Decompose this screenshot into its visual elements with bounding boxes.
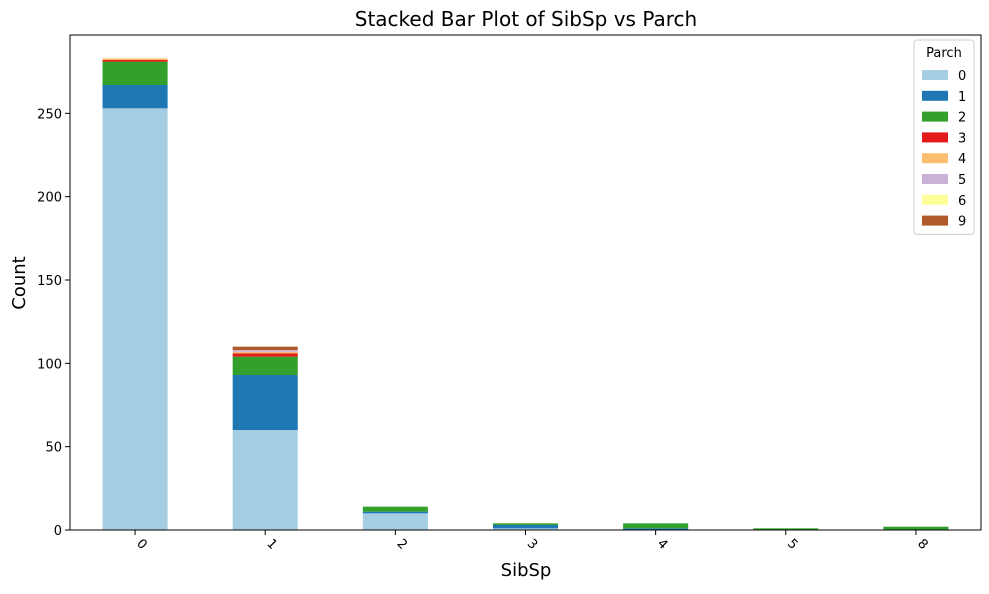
y-tick-label: 0	[54, 524, 62, 539]
y-tick-label: 50	[45, 441, 62, 456]
legend-swatch-5	[922, 174, 948, 184]
bar-segment-sibsp-2-parch-2	[362, 506, 428, 512]
x-tick-label: 0	[133, 536, 149, 552]
bar-segment-sibsp-0-parch-3	[102, 60, 168, 62]
bar-segment-sibsp-1-parch-4	[232, 351, 298, 354]
y-tick-label: 150	[37, 274, 62, 289]
legend-swatch-1	[922, 90, 948, 101]
x-axis-label: SibSp	[501, 560, 552, 581]
bar-segment-sibsp-4-parch-1	[623, 528, 689, 530]
y-tick-label: 250	[37, 107, 62, 122]
legend-label-6: 6	[958, 194, 966, 209]
x-tick-label: 5	[784, 536, 800, 552]
x-tick-label: 4	[654, 536, 670, 552]
bar-segment-sibsp-2-parch-1	[362, 511, 428, 514]
legend-label-3: 3	[958, 131, 966, 146]
bar-segment-sibsp-5-parch-2	[753, 528, 819, 530]
bar-segment-sibsp-3-parch-0	[492, 528, 559, 530]
legend-swatch-9	[922, 215, 948, 226]
y-tick-label: 100	[37, 357, 62, 372]
x-tick-label: 2	[394, 536, 410, 552]
bar-segment-sibsp-3-parch-2	[492, 523, 559, 525]
x-tick-label: 1	[263, 536, 279, 552]
bar-segment-sibsp-2-parch-0	[362, 513, 428, 530]
bar-segment-sibsp-1-parch-1	[232, 375, 298, 430]
bar-segment-sibsp-0-parch-1	[102, 85, 168, 109]
x-tick-label: 3	[524, 536, 540, 552]
legend: Parch 0 1 2 3 4 5 6 9	[913, 39, 975, 235]
bar-segment-sibsp-0-parch-2	[102, 61, 168, 85]
bar-segment-sibsp-1-parch-2	[232, 356, 298, 375]
bar-segment-sibsp-1-parch-5	[232, 350, 298, 352]
legend-label-1: 1	[958, 90, 966, 105]
legend-swatch-0	[922, 70, 948, 80]
bar-segment-sibsp-1-parch-3	[232, 353, 298, 357]
bar-segment-sibsp-0-parch-4	[102, 58, 168, 60]
plot-frame	[69, 34, 982, 531]
legend-label-5: 5	[958, 173, 966, 188]
y-tick-label: 200	[37, 191, 62, 206]
legend-label-2: 2	[958, 111, 966, 126]
legend-label-0: 0	[958, 69, 966, 84]
chart-title: Stacked Bar Plot of SibSp vs Parch	[355, 7, 697, 31]
bar-segment-sibsp-0-parch-0	[102, 108, 168, 530]
legend-title: Parch	[926, 46, 962, 61]
legend-label-4: 4	[958, 152, 966, 167]
legend-label-9: 9	[958, 215, 966, 230]
legend-swatch-3	[922, 132, 948, 143]
bar-segment-sibsp-1-parch-0	[232, 430, 298, 530]
bar-segment-sibsp-3-parch-1	[492, 525, 559, 529]
y-axis-label: Count	[9, 256, 30, 309]
bar-segment-sibsp-4-parch-2	[623, 523, 689, 529]
legend-swatch-6	[922, 194, 948, 205]
x-tick-label: 8	[914, 536, 930, 552]
legend-swatch-2	[922, 111, 948, 122]
bar-segment-sibsp-1-parch-9	[232, 346, 298, 350]
legend-swatch-4	[922, 153, 948, 164]
bars-layer	[102, 58, 949, 530]
bar-segment-sibsp-8-parch-2	[883, 526, 949, 530]
